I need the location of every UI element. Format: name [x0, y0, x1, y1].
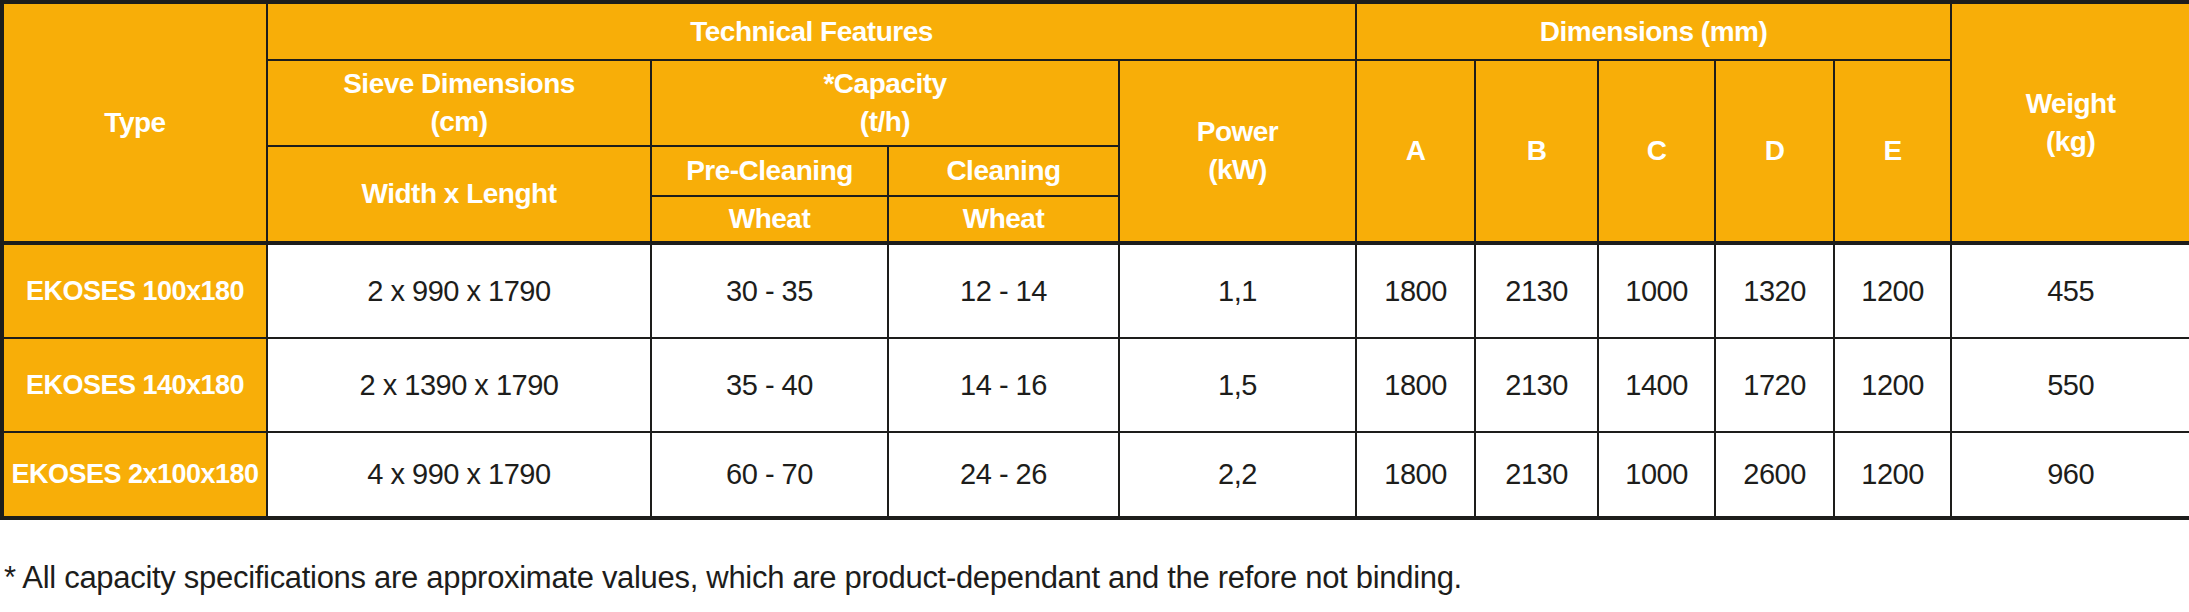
header-cleaning: Cleaning [888, 146, 1119, 196]
header-type-label: Type [4, 104, 266, 142]
row-3-cleaning-wheat: 24 - 26 [888, 432, 1119, 518]
table-row: EKOSES 2x100x180 4 x 990 x 1790 60 - 70 … [2, 432, 2189, 518]
row-3-dim-b: 2130 [1475, 432, 1598, 518]
header-pre-cleaning-label: Pre-Cleaning [652, 152, 887, 190]
header-dimensions-mm-label: Dimensions (mm) [1357, 13, 1950, 51]
header-dim-e-label: E [1835, 132, 1950, 170]
header-sieve-dimensions: Sieve Dimensions (cm) [267, 60, 651, 146]
header-dim-a-label: A [1357, 132, 1474, 170]
header-power: Power (kW) [1119, 60, 1356, 243]
row-2-power: 1,5 [1119, 338, 1356, 432]
header-dim-c-label: C [1599, 132, 1714, 170]
header-sieve-dimensions-label: Sieve Dimensions [268, 65, 650, 103]
row-2-dim-e: 1200 [1834, 338, 1951, 432]
header-power-label: Power [1120, 113, 1355, 151]
header-capacity: *Capacity (t/h) [651, 60, 1119, 146]
header-pre-cleaning-wheat: Wheat [651, 196, 888, 243]
header-dim-b-label: B [1476, 132, 1597, 170]
row-1-power: 1,1 [1119, 243, 1356, 338]
header-technical-features: Technical Features [267, 2, 1356, 60]
header-width-x-length-label: Width x Lenght [268, 175, 650, 213]
header-weight: Weight (kg) [1951, 2, 2189, 243]
row-3-dim-d: 2600 [1715, 432, 1834, 518]
header-technical-features-label: Technical Features [268, 13, 1355, 51]
table-row: EKOSES 100x180 2 x 990 x 1790 30 - 35 12… [2, 243, 2189, 338]
row-3-dim-a: 1800 [1356, 432, 1475, 518]
header-dim-a: A [1356, 60, 1475, 243]
row-3-dim-c: 1000 [1598, 432, 1715, 518]
header-dim-e: E [1834, 60, 1951, 243]
row-3-dim-e: 1200 [1834, 432, 1951, 518]
capacity-footnote: * All capacity specifications are approx… [4, 560, 2189, 596]
row-3-type: EKOSES 2x100x180 [2, 432, 267, 518]
row-2-dim-b: 2130 [1475, 338, 1598, 432]
row-3-weight: 960 [1951, 432, 2189, 518]
header-weight-label: Weight [1952, 85, 2189, 123]
table-header: Type Technical Features Dimensions (mm) … [2, 2, 2189, 243]
row-1-dim-b: 2130 [1475, 243, 1598, 338]
header-sieve-dimensions-unit: (cm) [268, 103, 650, 141]
header-dim-d-label: D [1716, 132, 1833, 170]
row-1-cleaning-wheat: 12 - 14 [888, 243, 1119, 338]
spec-sheet-page: Type Technical Features Dimensions (mm) … [0, 0, 2189, 612]
header-capacity-unit: (t/h) [652, 103, 1118, 141]
row-2-sieve-dimensions: 2 x 1390 x 1790 [267, 338, 651, 432]
row-3-sieve-dimensions: 4 x 990 x 1790 [267, 432, 651, 518]
header-cleaning-wheat-label: Wheat [889, 200, 1118, 238]
row-1-weight: 455 [1951, 243, 2189, 338]
header-weight-unit: (kg) [1952, 123, 2189, 161]
row-2-cleaning-wheat: 14 - 16 [888, 338, 1119, 432]
header-dim-d: D [1715, 60, 1834, 243]
row-1-dim-e: 1200 [1834, 243, 1951, 338]
row-3-power: 2,2 [1119, 432, 1356, 518]
row-1-pre-cleaning-wheat: 30 - 35 [651, 243, 888, 338]
row-3-pre-cleaning-wheat: 60 - 70 [651, 432, 888, 518]
header-pre-cleaning-wheat-label: Wheat [652, 200, 887, 238]
row-2-weight: 550 [1951, 338, 2189, 432]
header-capacity-label: *Capacity [652, 65, 1118, 103]
row-1-dim-c: 1000 [1598, 243, 1715, 338]
row-1-type: EKOSES 100x180 [2, 243, 267, 338]
header-dimensions-mm: Dimensions (mm) [1356, 2, 1951, 60]
row-2-dim-d: 1720 [1715, 338, 1834, 432]
row-2-dim-a: 1800 [1356, 338, 1475, 432]
header-width-x-length: Width x Lenght [267, 146, 651, 243]
header-power-unit: (kW) [1120, 151, 1355, 189]
header-cleaning-wheat: Wheat [888, 196, 1119, 243]
row-1-dim-d: 1320 [1715, 243, 1834, 338]
row-2-dim-c: 1400 [1598, 338, 1715, 432]
table-body: EKOSES 100x180 2 x 990 x 1790 30 - 35 12… [2, 243, 2189, 518]
header-type: Type [2, 2, 267, 243]
row-1-sieve-dimensions: 2 x 990 x 1790 [267, 243, 651, 338]
row-2-pre-cleaning-wheat: 35 - 40 [651, 338, 888, 432]
row-2-type: EKOSES 140x180 [2, 338, 267, 432]
spec-table: Type Technical Features Dimensions (mm) … [0, 0, 2189, 520]
header-pre-cleaning: Pre-Cleaning [651, 146, 888, 196]
header-dim-c: C [1598, 60, 1715, 243]
table-row: EKOSES 140x180 2 x 1390 x 1790 35 - 40 1… [2, 338, 2189, 432]
header-dim-b: B [1475, 60, 1598, 243]
header-cleaning-label: Cleaning [889, 152, 1118, 190]
row-1-dim-a: 1800 [1356, 243, 1475, 338]
